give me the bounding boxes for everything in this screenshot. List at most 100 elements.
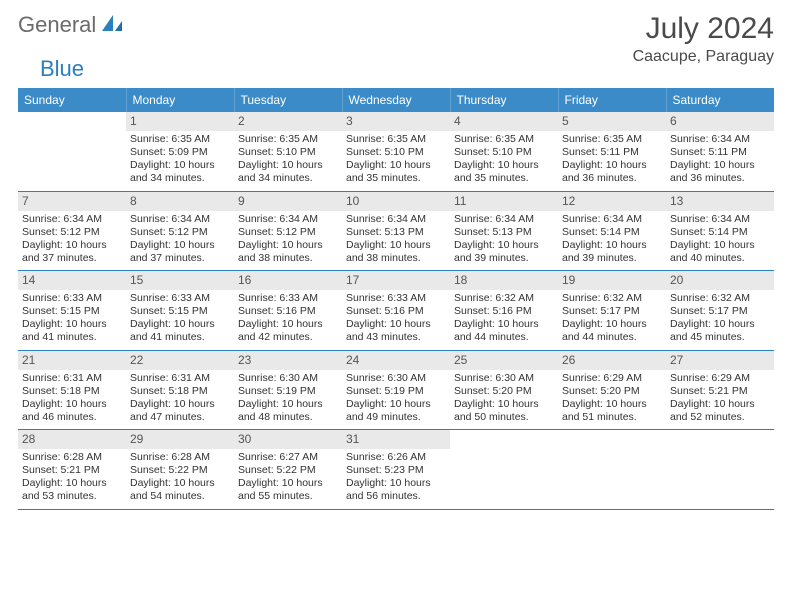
week-row: 1 Sunrise: 6:35 AMSunset: 5:09 PMDaylight… [18,112,774,191]
day-number: 29 [126,430,234,449]
day-cell: 5Sunrise: 6:35 AMSunset: 5:11 PMDaylight… [558,112,666,191]
day-details: Sunrise: 6:29 AMSunset: 5:20 PMDaylight:… [562,372,662,425]
day-number: 18 [450,271,558,290]
day-number: 12 [558,192,666,211]
day-number: 1 [126,112,234,131]
day-cell: 11 Sunrise: 6:34 AMSunset: 5:13 PMDayligh… [450,191,558,271]
day-number: 30 [234,430,342,449]
calendar-table: Sunday Monday Tuesday Wednesday Thursday… [18,88,774,510]
day-details: Sunrise: 6:35 AMSunset: 5:10 PMDaylight:… [238,133,338,186]
day-cell: 29 Sunrise: 6:28 AMSunset: 5:22 PMDayligh… [126,430,234,510]
day-cell: 28 Sunrise: 6:28 AMSunset: 5:21 PMDayligh… [18,430,126,510]
day-cell [18,112,126,191]
day-cell: 16Sunrise: 6:33 AMSunset: 5:16 PMDayligh… [234,271,342,351]
day-cell: 6 Sunrise: 6:34 AMSunset: 5:11 PMDaylight… [666,112,774,191]
calendar-page: General July 2024 Caacupe, Paraguay Blue… [0,0,792,520]
day-details: Sunrise: 6:28 AMSunset: 5:21 PMDaylight:… [22,451,122,504]
day-cell: 24Sunrise: 6:30 AMSunset: 5:19 PMDayligh… [342,350,450,430]
day-number: 19 [558,271,666,290]
day-cell: 22 Sunrise: 6:31 AMSunset: 5:18 PMDayligh… [126,350,234,430]
day-details: Sunrise: 6:33 AMSunset: 5:15 PMDaylight:… [130,292,230,345]
day-cell: 27 Sunrise: 6:29 AMSunset: 5:21 PMDayligh… [666,350,774,430]
day-details: Sunrise: 6:34 AMSunset: 5:14 PMDaylight:… [562,213,662,266]
day-number: 8 [126,192,234,211]
day-details: Sunrise: 6:29 AMSunset: 5:21 PMDaylight:… [670,372,770,425]
day-cell: 12 Sunrise: 6:34 AMSunset: 5:14 PMDayligh… [558,191,666,271]
logo-word-1: General [18,12,96,38]
dow-friday: Friday [558,88,666,112]
day-number: 26 [558,351,666,370]
day-cell: 23 Sunrise: 6:30 AMSunset: 5:19 PMDayligh… [234,350,342,430]
week-row: 14Sunrise: 6:33 AMSunset: 5:15 PMDayligh… [18,271,774,351]
week-row: 7Sunrise: 6:34 AMSunset: 5:12 PMDaylight… [18,191,774,271]
dow-monday: Monday [126,88,234,112]
dow-sunday: Sunday [18,88,126,112]
day-details: Sunrise: 6:31 AMSunset: 5:18 PMDaylight:… [130,372,230,425]
day-details: Sunrise: 6:26 AMSunset: 5:23 PMDaylight:… [346,451,446,504]
day-of-week-row: Sunday Monday Tuesday Wednesday Thursday… [18,88,774,112]
day-cell: 30 Sunrise: 6:27 AMSunset: 5:22 PMDayligh… [234,430,342,510]
day-cell: 18 Sunrise: 6:32 AMSunset: 5:16 PMDayligh… [450,271,558,351]
week-row: 21Sunrise: 6:31 AMSunset: 5:18 PMDayligh… [18,350,774,430]
day-cell: 26 Sunrise: 6:29 AMSunset: 5:20 PMDayligh… [558,350,666,430]
day-cell: 25Sunrise: 6:30 AMSunset: 5:20 PMDayligh… [450,350,558,430]
day-cell: 2Sunrise: 6:35 AMSunset: 5:10 PMDaylight… [234,112,342,191]
day-cell: 4 Sunrise: 6:35 AMSunset: 5:10 PMDaylight… [450,112,558,191]
month-title: July 2024 [633,12,774,46]
day-cell: 21Sunrise: 6:31 AMSunset: 5:18 PMDayligh… [18,350,126,430]
title-block: July 2024 Caacupe, Paraguay [633,12,774,66]
day-number: 6 [666,112,774,131]
day-details: Sunrise: 6:35 AMSunset: 5:09 PMDaylight:… [130,133,230,186]
day-details: Sunrise: 6:34 AMSunset: 5:13 PMDaylight:… [346,213,446,266]
day-number: 4 [450,112,558,131]
day-details: Sunrise: 6:32 AMSunset: 5:16 PMDaylight:… [454,292,554,345]
week-row: 28 Sunrise: 6:28 AMSunset: 5:21 PMDayligh… [18,430,774,510]
day-cell: 8 Sunrise: 6:34 AMSunset: 5:12 PMDaylight… [126,191,234,271]
day-number: 27 [666,351,774,370]
location-label: Caacupe, Paraguay [633,48,774,66]
day-number: 14 [18,271,126,290]
day-number: 28 [18,430,126,449]
day-cell: 19 Sunrise: 6:32 AMSunset: 5:17 PMDayligh… [558,271,666,351]
day-number: 11 [450,192,558,211]
day-number: 15 [126,271,234,290]
day-cell: 17Sunrise: 6:33 AMSunset: 5:16 PMDayligh… [342,271,450,351]
calendar-body: 1 Sunrise: 6:35 AMSunset: 5:09 PMDaylight… [18,112,774,509]
day-number: 22 [126,351,234,370]
day-details: Sunrise: 6:34 AMSunset: 5:12 PMDaylight:… [130,213,230,266]
day-cell: 1 Sunrise: 6:35 AMSunset: 5:09 PMDaylight… [126,112,234,191]
day-details: Sunrise: 6:34 AMSunset: 5:11 PMDaylight:… [670,133,770,186]
day-details: Sunrise: 6:34 AMSunset: 5:13 PMDaylight:… [454,213,554,266]
day-number: 3 [342,112,450,131]
dow-saturday: Saturday [666,88,774,112]
day-details: Sunrise: 6:27 AMSunset: 5:22 PMDaylight:… [238,451,338,504]
day-cell: 10 Sunrise: 6:34 AMSunset: 5:13 PMDayligh… [342,191,450,271]
day-details: Sunrise: 6:33 AMSunset: 5:15 PMDaylight:… [22,292,122,345]
day-number: 25 [450,351,558,370]
day-details: Sunrise: 6:34 AMSunset: 5:12 PMDaylight:… [22,213,122,266]
day-details: Sunrise: 6:34 AMSunset: 5:12 PMDaylight:… [238,213,338,266]
day-cell: 3 Sunrise: 6:35 AMSunset: 5:10 PMDaylight… [342,112,450,191]
day-number: 23 [234,351,342,370]
dow-wednesday: Wednesday [342,88,450,112]
day-details: Sunrise: 6:30 AMSunset: 5:19 PMDaylight:… [346,372,446,425]
day-number: 17 [342,271,450,290]
day-number: 31 [342,430,450,449]
day-cell: 13Sunrise: 6:34 AMSunset: 5:14 PMDayligh… [666,191,774,271]
dow-tuesday: Tuesday [234,88,342,112]
day-details: Sunrise: 6:35 AMSunset: 5:10 PMDaylight:… [454,133,554,186]
day-details: Sunrise: 6:32 AMSunset: 5:17 PMDaylight:… [562,292,662,345]
day-details: Sunrise: 6:32 AMSunset: 5:17 PMDaylight:… [670,292,770,345]
logo-word-2: Blue [40,56,84,81]
day-details: Sunrise: 6:28 AMSunset: 5:22 PMDaylight:… [130,451,230,504]
day-cell [666,430,774,510]
day-cell: 7Sunrise: 6:34 AMSunset: 5:12 PMDaylight… [18,191,126,271]
day-number: 10 [342,192,450,211]
day-details: Sunrise: 6:30 AMSunset: 5:19 PMDaylight:… [238,372,338,425]
day-number: 5 [558,112,666,131]
day-details: Sunrise: 6:35 AMSunset: 5:10 PMDaylight:… [346,133,446,186]
day-number: 16 [234,271,342,290]
day-number: 13 [666,192,774,211]
dow-thursday: Thursday [450,88,558,112]
logo: General [18,12,126,38]
